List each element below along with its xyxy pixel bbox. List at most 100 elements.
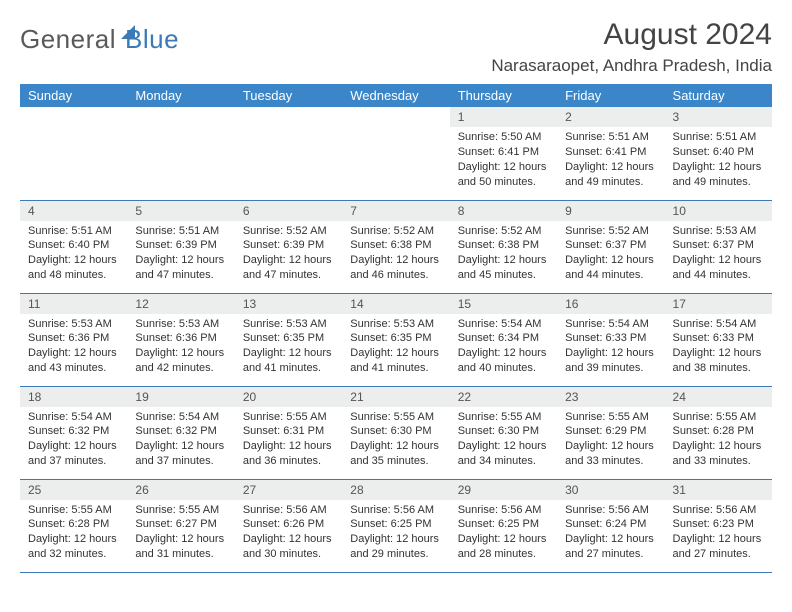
calendar-row: ....1Sunrise: 5:50 AMSunset: 6:41 PMDayl… [20,107,772,200]
day-data: Sunrise: 5:56 AMSunset: 6:25 PMDaylight:… [342,500,449,566]
day-number: 6 [235,201,342,221]
calendar-cell: 27Sunrise: 5:56 AMSunset: 6:26 PMDayligh… [235,479,342,572]
day-data: Sunrise: 5:54 AMSunset: 6:32 PMDaylight:… [20,407,127,473]
calendar-cell: 9Sunrise: 5:52 AMSunset: 6:37 PMDaylight… [557,200,664,293]
calendar-cell: 8Sunrise: 5:52 AMSunset: 6:38 PMDaylight… [450,200,557,293]
day-number: 10 [665,201,772,221]
page-subtitle: Narasaraopet, Andhra Pradesh, India [491,56,772,76]
calendar-cell: 12Sunrise: 5:53 AMSunset: 6:36 PMDayligh… [127,293,234,386]
day-number: 22 [450,387,557,407]
calendar-cell: 21Sunrise: 5:55 AMSunset: 6:30 PMDayligh… [342,386,449,479]
weekday-header: Saturday [665,84,772,107]
calendar-cell: 15Sunrise: 5:54 AMSunset: 6:34 PMDayligh… [450,293,557,386]
day-data: Sunrise: 5:52 AMSunset: 6:39 PMDaylight:… [235,221,342,287]
day-number: 27 [235,480,342,500]
day-data: Sunrise: 5:52 AMSunset: 6:38 PMDaylight:… [450,221,557,287]
day-number: 7 [342,201,449,221]
calendar-cell: 31Sunrise: 5:56 AMSunset: 6:23 PMDayligh… [665,479,772,572]
day-data: Sunrise: 5:56 AMSunset: 6:24 PMDaylight:… [557,500,664,566]
calendar-row: 25Sunrise: 5:55 AMSunset: 6:28 PMDayligh… [20,479,772,572]
day-number: 26 [127,480,234,500]
day-number: 23 [557,387,664,407]
day-data: Sunrise: 5:55 AMSunset: 6:28 PMDaylight:… [665,407,772,473]
calendar-cell: 26Sunrise: 5:55 AMSunset: 6:27 PMDayligh… [127,479,234,572]
day-number: 25 [20,480,127,500]
day-number: 9 [557,201,664,221]
day-data: Sunrise: 5:53 AMSunset: 6:37 PMDaylight:… [665,221,772,287]
day-number: 19 [127,387,234,407]
day-number: 4 [20,201,127,221]
calendar-row: 4Sunrise: 5:51 AMSunset: 6:40 PMDaylight… [20,200,772,293]
day-data: Sunrise: 5:53 AMSunset: 6:35 PMDaylight:… [235,314,342,380]
day-data: Sunrise: 5:55 AMSunset: 6:30 PMDaylight:… [450,407,557,473]
day-data: Sunrise: 5:52 AMSunset: 6:37 PMDaylight:… [557,221,664,287]
calendar-cell: 24Sunrise: 5:55 AMSunset: 6:28 PMDayligh… [665,386,772,479]
calendar-row: 18Sunrise: 5:54 AMSunset: 6:32 PMDayligh… [20,386,772,479]
day-number: 24 [665,387,772,407]
day-number: 21 [342,387,449,407]
calendar-cell: . [20,107,127,200]
calendar-cell: 14Sunrise: 5:53 AMSunset: 6:35 PMDayligh… [342,293,449,386]
day-data: Sunrise: 5:56 AMSunset: 6:26 PMDaylight:… [235,500,342,566]
calendar-cell: 29Sunrise: 5:56 AMSunset: 6:25 PMDayligh… [450,479,557,572]
calendar-body: ....1Sunrise: 5:50 AMSunset: 6:41 PMDayl… [20,107,772,572]
calendar-cell: 4Sunrise: 5:51 AMSunset: 6:40 PMDaylight… [20,200,127,293]
calendar-cell: 16Sunrise: 5:54 AMSunset: 6:33 PMDayligh… [557,293,664,386]
day-data: Sunrise: 5:50 AMSunset: 6:41 PMDaylight:… [450,127,557,193]
day-number: 5 [127,201,234,221]
calendar-cell: 7Sunrise: 5:52 AMSunset: 6:38 PMDaylight… [342,200,449,293]
day-data: Sunrise: 5:54 AMSunset: 6:34 PMDaylight:… [450,314,557,380]
day-data: Sunrise: 5:54 AMSunset: 6:33 PMDaylight:… [665,314,772,380]
calendar-cell: . [127,107,234,200]
day-number: 15 [450,294,557,314]
page-title: August 2024 [491,18,772,52]
weekday-header: Wednesday [342,84,449,107]
calendar-cell: 30Sunrise: 5:56 AMSunset: 6:24 PMDayligh… [557,479,664,572]
weekday-header: Sunday [20,84,127,107]
day-number: 1 [450,107,557,127]
day-data: Sunrise: 5:53 AMSunset: 6:36 PMDaylight:… [127,314,234,380]
day-data: Sunrise: 5:51 AMSunset: 6:41 PMDaylight:… [557,127,664,193]
day-data: Sunrise: 5:55 AMSunset: 6:27 PMDaylight:… [127,500,234,566]
title-block: August 2024 Narasaraopet, Andhra Pradesh… [491,18,772,76]
day-number: 18 [20,387,127,407]
calendar-cell: 2Sunrise: 5:51 AMSunset: 6:41 PMDaylight… [557,107,664,200]
day-number: 16 [557,294,664,314]
calendar-cell: 28Sunrise: 5:56 AMSunset: 6:25 PMDayligh… [342,479,449,572]
day-data: Sunrise: 5:53 AMSunset: 6:35 PMDaylight:… [342,314,449,380]
day-number: 29 [450,480,557,500]
day-number: 28 [342,480,449,500]
calendar-table: Sunday Monday Tuesday Wednesday Thursday… [20,84,772,573]
calendar-cell: 22Sunrise: 5:55 AMSunset: 6:30 PMDayligh… [450,386,557,479]
calendar-cell: 11Sunrise: 5:53 AMSunset: 6:36 PMDayligh… [20,293,127,386]
calendar-cell: 3Sunrise: 5:51 AMSunset: 6:40 PMDaylight… [665,107,772,200]
weekday-header: Friday [557,84,664,107]
calendar-cell: 25Sunrise: 5:55 AMSunset: 6:28 PMDayligh… [20,479,127,572]
calendar-cell: . [235,107,342,200]
day-data: Sunrise: 5:56 AMSunset: 6:25 PMDaylight:… [450,500,557,566]
calendar-cell: 17Sunrise: 5:54 AMSunset: 6:33 PMDayligh… [665,293,772,386]
triangle-icon [121,25,135,39]
calendar-cell: 5Sunrise: 5:51 AMSunset: 6:39 PMDaylight… [127,200,234,293]
day-data: Sunrise: 5:55 AMSunset: 6:31 PMDaylight:… [235,407,342,473]
day-data: Sunrise: 5:54 AMSunset: 6:33 PMDaylight:… [557,314,664,380]
calendar-cell: 13Sunrise: 5:53 AMSunset: 6:35 PMDayligh… [235,293,342,386]
calendar-cell: 6Sunrise: 5:52 AMSunset: 6:39 PMDaylight… [235,200,342,293]
weekday-header: Monday [127,84,234,107]
day-number: 20 [235,387,342,407]
calendar-cell: 18Sunrise: 5:54 AMSunset: 6:32 PMDayligh… [20,386,127,479]
day-number: 17 [665,294,772,314]
calendar-cell: 23Sunrise: 5:55 AMSunset: 6:29 PMDayligh… [557,386,664,479]
day-data: Sunrise: 5:54 AMSunset: 6:32 PMDaylight:… [127,407,234,473]
day-number: 12 [127,294,234,314]
day-data: Sunrise: 5:55 AMSunset: 6:30 PMDaylight:… [342,407,449,473]
day-number: 30 [557,480,664,500]
day-number: 8 [450,201,557,221]
weekday-header-row: Sunday Monday Tuesday Wednesday Thursday… [20,84,772,107]
day-data: Sunrise: 5:52 AMSunset: 6:38 PMDaylight:… [342,221,449,287]
day-data: Sunrise: 5:53 AMSunset: 6:36 PMDaylight:… [20,314,127,380]
day-data: Sunrise: 5:51 AMSunset: 6:39 PMDaylight:… [127,221,234,287]
day-data: Sunrise: 5:55 AMSunset: 6:29 PMDaylight:… [557,407,664,473]
day-number: 13 [235,294,342,314]
day-number: 31 [665,480,772,500]
